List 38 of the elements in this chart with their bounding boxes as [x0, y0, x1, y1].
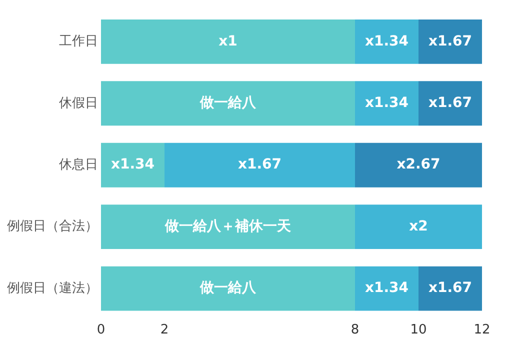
data-label: x1.67: [428, 33, 472, 50]
data-label: 做一給八: [199, 95, 257, 112]
bar: [418, 19, 482, 64]
bar: [101, 142, 164, 188]
bar: [418, 81, 482, 126]
y-tick-label: 例假日（違法）: [7, 280, 98, 296]
y-tick-label: 休假日: [59, 96, 98, 111]
x-tick-label: 2: [160, 322, 169, 338]
bar: [164, 142, 355, 188]
x-tick-label: 8: [350, 322, 360, 338]
y-tick-label: 休息日: [59, 157, 98, 172]
y-tick-label: 例假日（合法）: [7, 219, 98, 234]
data-label: x2: [409, 218, 428, 234]
bar: [101, 19, 355, 64]
x-tick-label: 12: [474, 322, 490, 338]
x-tick-label: 10: [410, 322, 427, 338]
bar: [355, 266, 418, 311]
x-tick-label: 0: [96, 322, 106, 338]
y-tick-label: 工作日: [59, 34, 98, 50]
bar: [355, 19, 418, 64]
bar: [101, 81, 355, 126]
data-label: 做一給八＋補休一天: [164, 217, 292, 234]
data-label: x1.34: [110, 156, 155, 173]
data-label: x1: [218, 33, 238, 50]
bar: [101, 204, 355, 250]
bar: [355, 81, 418, 126]
data-label: x1.34: [364, 95, 409, 112]
data-label: x1.34: [364, 33, 409, 50]
bar: [355, 204, 482, 250]
data-label: x1.67: [428, 280, 472, 296]
bar: [101, 266, 355, 311]
data-label: 做一給八: [199, 280, 257, 296]
data-label: x1.67: [238, 156, 282, 173]
bar: [418, 266, 482, 311]
data-label: x1.34: [364, 280, 409, 296]
data-label: x2.67: [396, 156, 440, 173]
bar: [355, 142, 482, 188]
data-label: x1.67: [428, 95, 472, 112]
